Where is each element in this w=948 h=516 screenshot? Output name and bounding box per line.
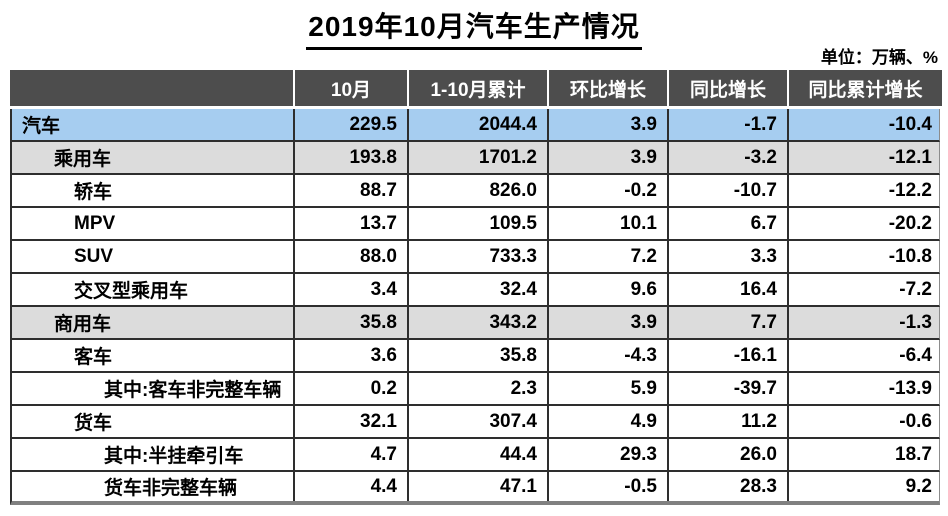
table-row: 交叉型乘用车 3.4 32.4 9.6 16.4 -7.2 <box>10 274 940 307</box>
cell-value: 5.9 <box>549 373 669 404</box>
row-label: 商用车 <box>12 307 295 338</box>
cell-value: -10.4 <box>888 113 932 135</box>
cell-value: 11.2 <box>669 406 789 437</box>
cell-value: 3.9 <box>549 142 669 173</box>
cell-value: 3.9 <box>549 307 669 338</box>
table-row: 商用车 35.8 343.2 3.9 7.7 -1.3 <box>10 307 940 340</box>
row-label: 乘用车 <box>12 142 295 173</box>
cell-value: 6.7 <box>669 208 789 239</box>
cell-value: -6.4 <box>899 344 932 366</box>
cell-value: 88.0 <box>295 241 409 272</box>
cell-value: 16.4 <box>669 274 789 305</box>
cell-value: 7.2 <box>549 241 669 272</box>
row-label: 交叉型乘用车 <box>12 274 295 305</box>
cell-value: 47.1 <box>409 472 549 501</box>
cell-value: 3.9 <box>549 109 669 140</box>
cell-value: 13.7 <box>295 208 409 239</box>
title-wrap: 2019年10月汽车生产情况 <box>0 0 948 50</box>
row-label: 其中:半挂牵引车 <box>12 439 295 470</box>
cell-value: 9.6 <box>549 274 669 305</box>
header-cell-ytd: 1-10月累计 <box>409 70 549 106</box>
row-label: SUV <box>12 241 295 272</box>
cell-value: 109.5 <box>409 208 549 239</box>
header-cell-mom-growth: 环比增长 <box>549 70 669 106</box>
cell-value: -10.8 <box>888 245 932 267</box>
cell-value: -0.5 <box>549 472 669 501</box>
cell-value: 1701.2 <box>409 142 549 173</box>
cell-value: -0.2 <box>549 175 669 206</box>
cell-value: 0.2 <box>295 373 409 404</box>
cell-value: 35.8 <box>295 307 409 338</box>
cell-value: 35.8 <box>409 340 549 371</box>
table-row: 其中:半挂牵引车 4.7 44.4 29.3 26.0 18.7 <box>10 439 940 472</box>
header-cell-month: 10月 <box>295 70 409 106</box>
table-header-row: 10月 1-10月累计 环比增长 同比增长 同比累计增长 <box>10 70 942 106</box>
cell-value: -12.1 <box>888 146 932 168</box>
row-label: 货车 <box>12 406 295 437</box>
cell-value: -1.3 <box>899 311 932 333</box>
cell-value: 2044.4 <box>409 109 549 140</box>
cell-value: 88.7 <box>295 175 409 206</box>
header-cell-yoy-growth: 同比增长 <box>669 70 789 106</box>
row-label: MPV <box>12 208 295 239</box>
page-title: 2019年10月汽车生产情况 <box>306 5 642 50</box>
table-row: MPV 13.7 109.5 10.1 6.7 -20.2 <box>10 208 940 241</box>
table-row: 客车 3.6 35.8 -4.3 -16.1 -6.4 <box>10 340 940 373</box>
cell-value: 10.1 <box>549 208 669 239</box>
cell-value: 32.1 <box>295 406 409 437</box>
row-label: 其中:客车非完整车辆 <box>12 373 295 404</box>
cell-value: 4.4 <box>295 472 409 501</box>
cell-value: 44.4 <box>409 439 549 470</box>
table-row: 货车非完整车辆 4.4 47.1 -0.5 28.3 9.2 <box>10 472 940 505</box>
cell-value: -1.7 <box>669 109 789 140</box>
cell-value: 4.9 <box>549 406 669 437</box>
table-row: 其中:客车非完整车辆 0.2 2.3 5.9 -39.7 -13.9 <box>10 373 940 406</box>
cell-value: 26.0 <box>669 439 789 470</box>
cell-value: -39.7 <box>669 373 789 404</box>
cell-value: 9.2 <box>905 475 932 497</box>
cell-value: 18.7 <box>895 443 932 465</box>
cell-value: -4.3 <box>549 340 669 371</box>
table-row: 轿车 88.7 826.0 -0.2 -10.7 -12.2 <box>10 175 940 208</box>
unit-label: 单位：万辆、% <box>820 48 938 67</box>
cell-value: -20.2 <box>888 212 932 234</box>
cell-value: -16.1 <box>669 340 789 371</box>
cell-value: -3.2 <box>669 142 789 173</box>
cell-value: 733.3 <box>409 241 549 272</box>
cell-value: 3.3 <box>669 241 789 272</box>
cell-value: -7.2 <box>899 278 932 300</box>
row-label: 轿车 <box>12 175 295 206</box>
cell-value: 28.3 <box>669 472 789 501</box>
header-cell-yoy-ytd-growth: 同比累计增长 <box>789 70 942 106</box>
cell-value: 343.2 <box>409 307 549 338</box>
table-row: 汽车 229.5 2044.4 3.9 -1.7 -10.4 <box>10 109 940 142</box>
cell-value: -0.6 <box>899 410 932 432</box>
cell-value: 826.0 <box>409 175 549 206</box>
row-label: 客车 <box>12 340 295 371</box>
row-label: 汽车 <box>12 109 295 140</box>
cell-value: -12.2 <box>888 179 932 201</box>
cell-value: 4.7 <box>295 439 409 470</box>
table-row: SUV 88.0 733.3 7.2 3.3 -10.8 <box>10 241 940 274</box>
table-body: 汽车 229.5 2044.4 3.9 -1.7 -10.4 乘用车 193.8 1701.2 3… <box>10 109 940 505</box>
cell-value: 193.8 <box>295 142 409 173</box>
cell-value: 3.6 <box>295 340 409 371</box>
cell-value: 7.7 <box>669 307 789 338</box>
cell-value: 3.4 <box>295 274 409 305</box>
table-row: 货车 32.1 307.4 4.9 11.2 -0.6 <box>10 406 940 439</box>
cell-value: -13.9 <box>888 377 932 399</box>
header-cell-category <box>12 70 295 106</box>
table-row: 乘用车 193.8 1701.2 3.9 -3.2 -12.1 <box>10 142 940 175</box>
production-table: 10月 1-10月累计 环比增长 同比增长 同比累计增长 汽车 229.5 2044… <box>10 70 942 505</box>
cell-value: 307.4 <box>409 406 549 437</box>
cell-value: 29.3 <box>549 439 669 470</box>
cell-value: -10.7 <box>669 175 789 206</box>
cell-value: 32.4 <box>409 274 549 305</box>
cell-value: 229.5 <box>295 109 409 140</box>
row-label: 货车非完整车辆 <box>12 472 295 501</box>
cell-value: 2.3 <box>409 373 549 404</box>
